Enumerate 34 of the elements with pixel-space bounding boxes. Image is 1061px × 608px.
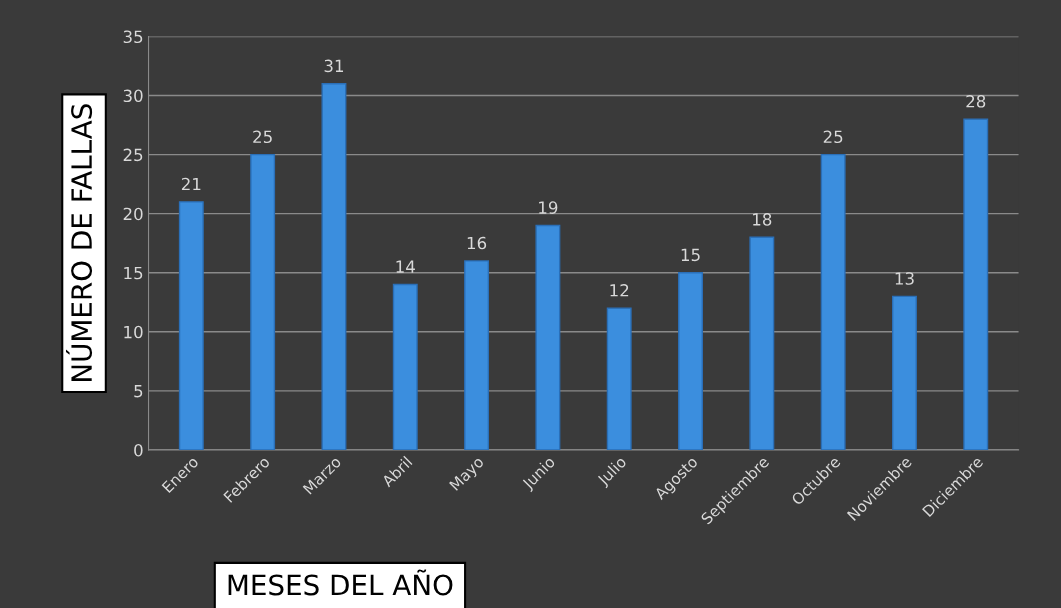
data-label: 14 (396, 260, 415, 273)
bar (606, 307, 632, 450)
bar (392, 283, 418, 450)
bar (321, 83, 347, 450)
bar (820, 153, 846, 450)
data-label: 15 (681, 248, 700, 262)
data-label: 28 (966, 95, 986, 108)
y-axis-title: NÚMERO DE FALLAS (65, 104, 93, 381)
data-label: 25 (823, 130, 843, 144)
data-label: 16 (467, 236, 487, 250)
bar (535, 224, 561, 450)
y-tick-label: 5 (134, 385, 143, 398)
data-label: 13 (895, 272, 914, 285)
bar (891, 295, 917, 450)
data-label: 21 (181, 177, 201, 191)
y-tick-label: 10 (124, 325, 143, 339)
y-tick-label: 15 (124, 266, 143, 280)
bar (178, 201, 204, 450)
y-tick-label: 20 (123, 207, 143, 221)
bar (749, 236, 775, 450)
y-tick-label: 35 (123, 30, 143, 44)
x-axis-title: MESES DEL AÑO (228, 569, 453, 596)
y-tick-label: 0 (134, 443, 143, 457)
data-label: 31 (324, 59, 344, 73)
data-label: 12 (610, 284, 629, 297)
bar (678, 272, 703, 450)
y-tick-label: 25 (123, 148, 143, 162)
bar (963, 118, 989, 450)
data-label: 19 (539, 201, 558, 214)
data-label: 25 (253, 130, 272, 144)
y-tick-label: 30 (123, 89, 143, 103)
data-label: 18 (753, 213, 772, 226)
bar (250, 153, 276, 450)
bar (464, 260, 490, 450)
